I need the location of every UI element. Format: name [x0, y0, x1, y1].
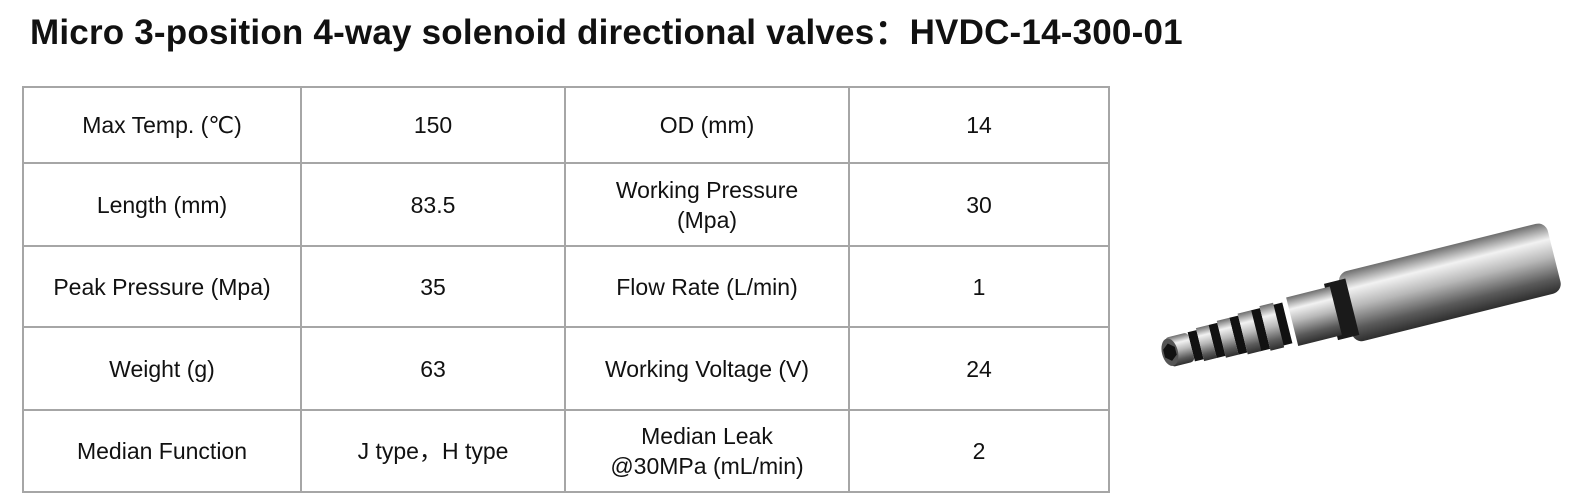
spec-label: Peak Pressure (Mpa) — [22, 245, 302, 328]
table-row: Weight (g) 63 Working Voltage (V) 24 — [22, 326, 1110, 411]
spec-value: 150 — [300, 86, 566, 164]
spec-value: 83.5 — [300, 162, 566, 247]
spec-label: Length (mm) — [22, 162, 302, 247]
spec-value: 14 — [848, 86, 1110, 164]
spec-value: J type，H type — [300, 409, 566, 493]
spec-value: 1 — [848, 245, 1110, 328]
spec-table: Max Temp. (℃) 150 OD (mm) 14 Length (mm) 83.5… — [22, 86, 1110, 493]
page-title: Micro 3-position 4-way solenoid directio… — [30, 13, 1183, 52]
spec-label: Median Function — [22, 409, 302, 493]
spec-label: Working Pressure (Mpa) — [564, 162, 850, 247]
valve-image — [1161, 223, 1561, 367]
spec-value: 63 — [300, 326, 566, 411]
table-row: Length (mm) 83.5 Working Pressure (Mpa) 30 — [22, 162, 1110, 247]
spec-label: OD (mm) — [564, 86, 850, 164]
spec-value: 2 — [848, 409, 1110, 493]
spec-label: Median Leak @30MPa (mL/min) — [564, 409, 850, 493]
spec-value: 24 — [848, 326, 1110, 411]
table-row: Median Function J type，H type Median Leak … — [22, 409, 1110, 493]
spec-label: Working Voltage (V) — [564, 326, 850, 411]
table-row: Peak Pressure (Mpa) 35 Flow Rate (L/min) 1 — [22, 245, 1110, 328]
spec-label: Max Temp. (℃) — [22, 86, 302, 164]
spec-label: Weight (g) — [22, 326, 302, 411]
table-row: Max Temp. (℃) 150 OD (mm) 14 — [22, 86, 1110, 164]
spec-label: Flow Rate (L/min) — [564, 245, 850, 328]
spec-table-body: Max Temp. (℃) 150 OD (mm) 14 Length (mm) 83.5… — [22, 86, 1110, 493]
spec-value: 30 — [848, 162, 1110, 247]
spec-value: 35 — [300, 245, 566, 328]
